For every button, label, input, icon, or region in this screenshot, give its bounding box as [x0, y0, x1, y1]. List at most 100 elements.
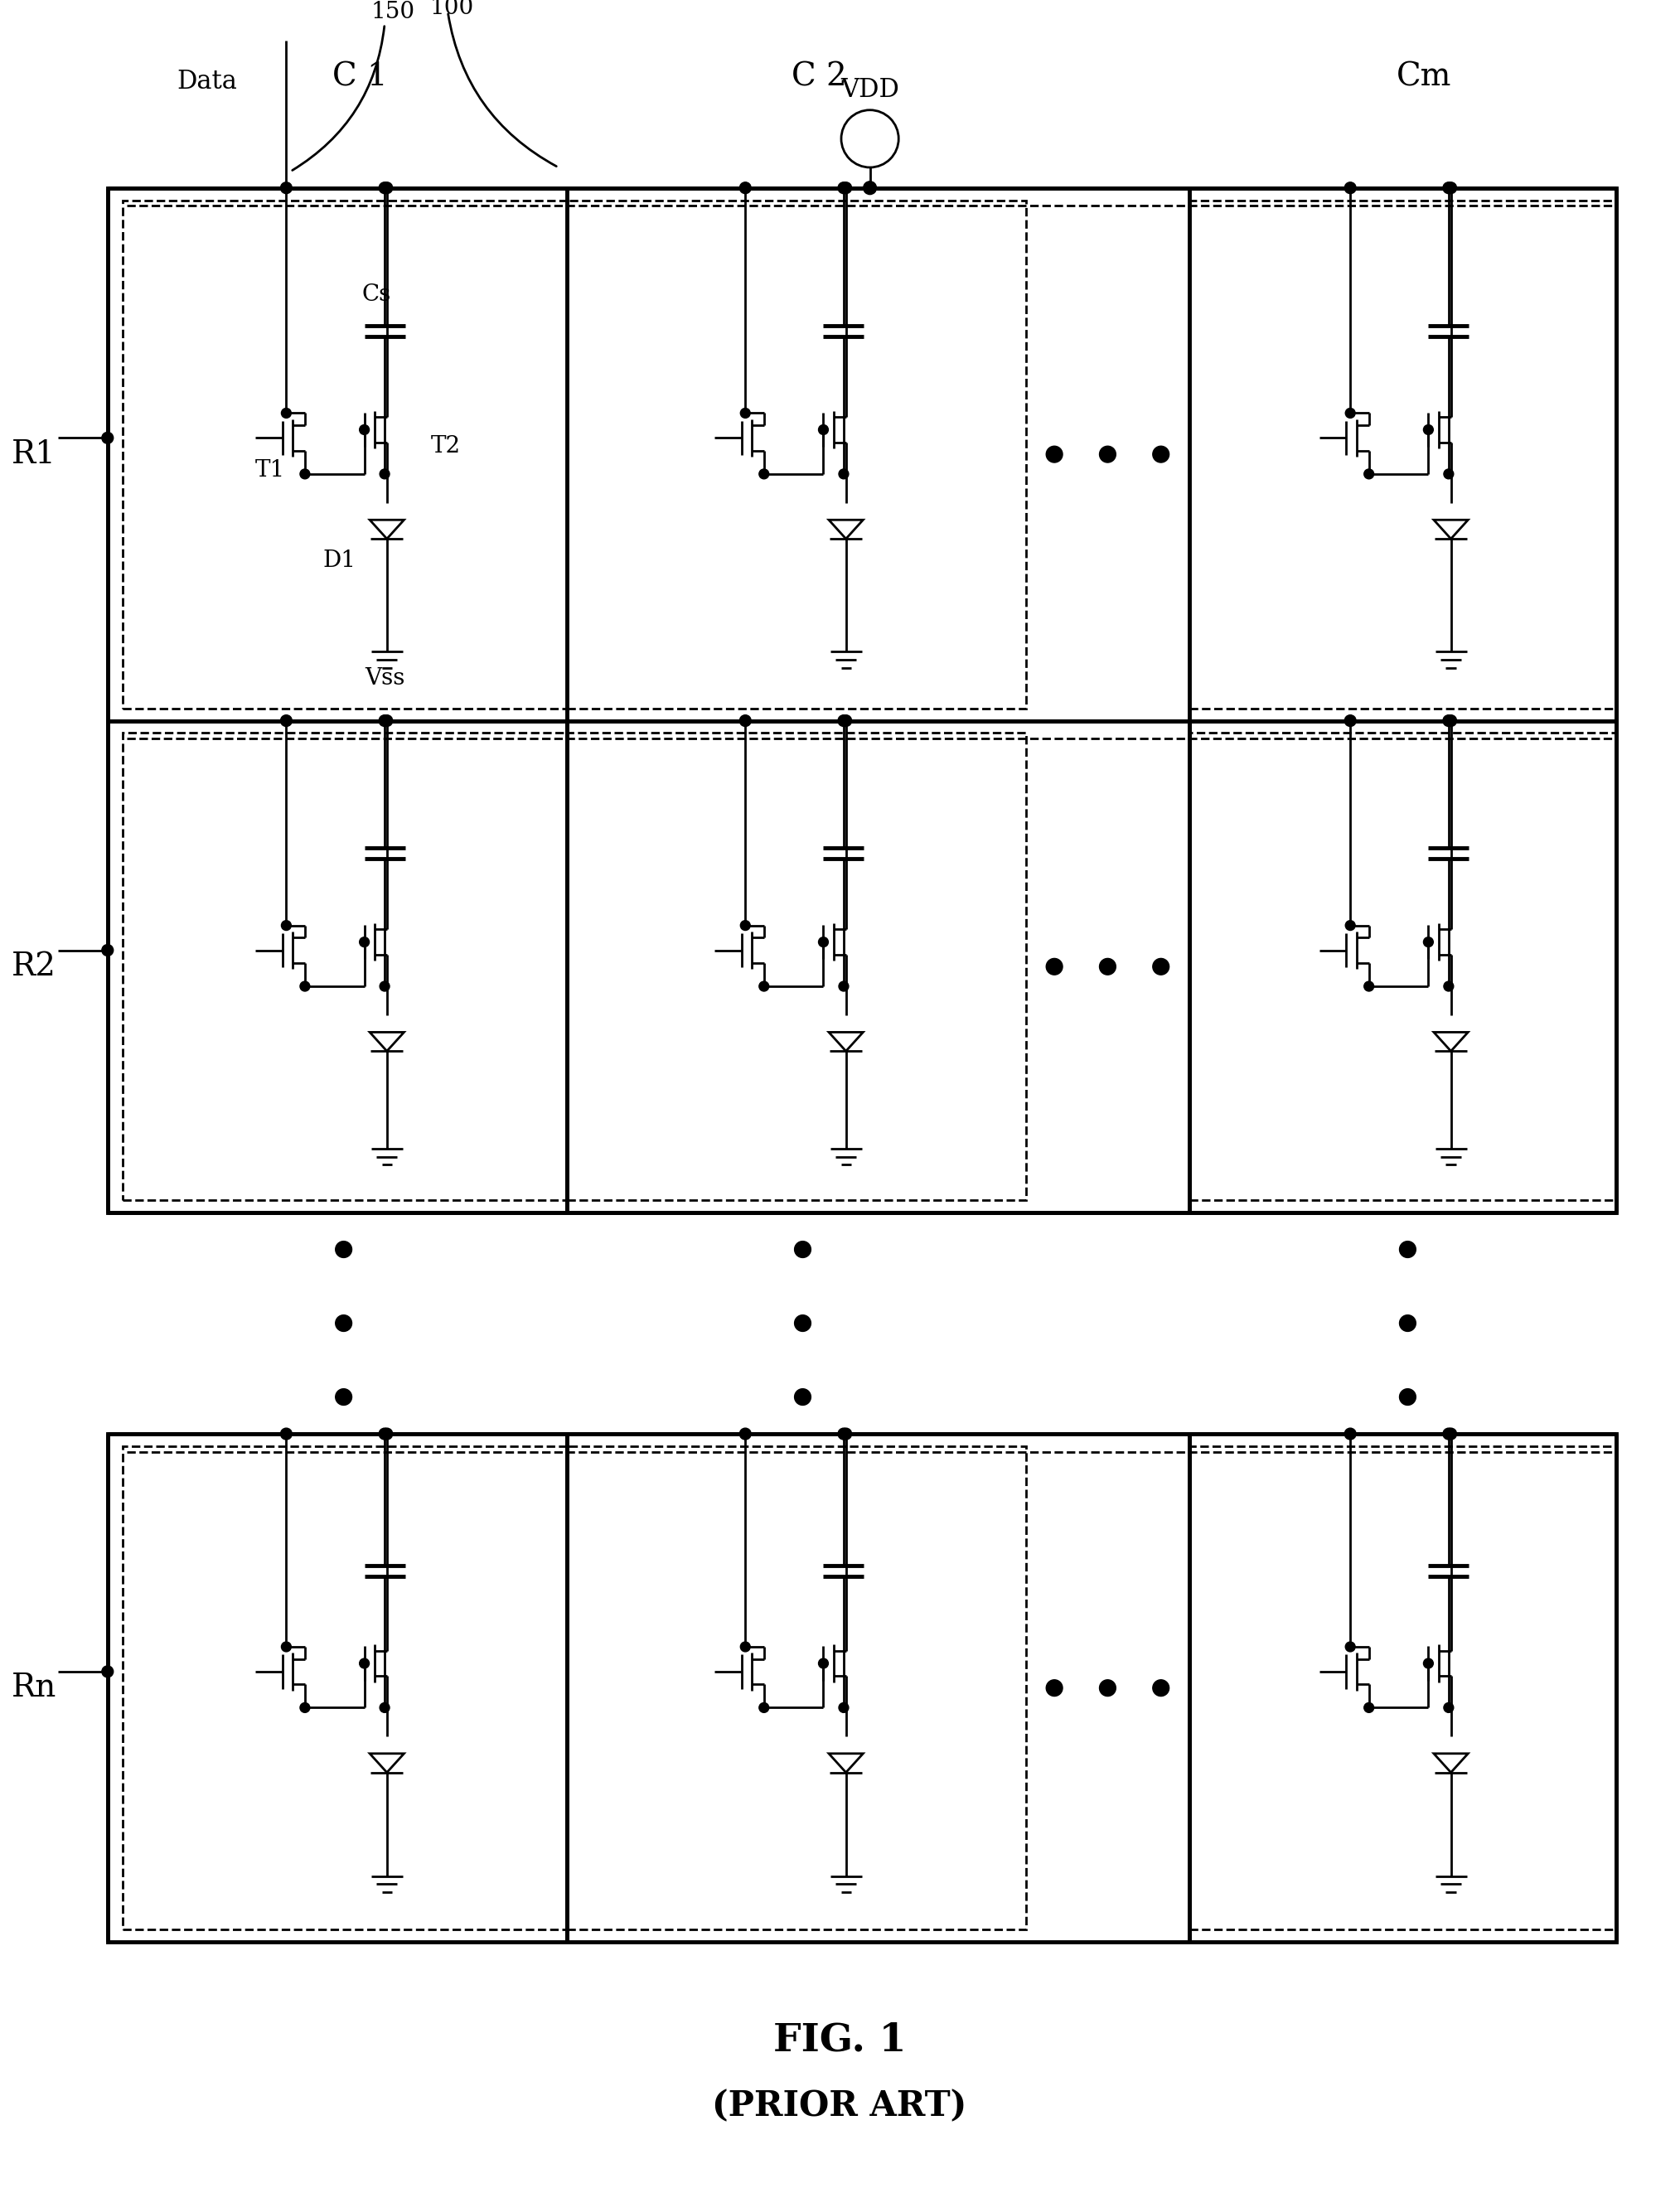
Circle shape	[1445, 182, 1457, 193]
Circle shape	[1399, 1389, 1416, 1405]
Circle shape	[381, 1429, 393, 1440]
Circle shape	[818, 936, 828, 947]
Bar	[566, 199, 1026, 709]
Text: R1: R1	[12, 440, 55, 470]
Bar	[566, 1446, 1026, 1930]
Circle shape	[838, 715, 850, 726]
Circle shape	[1443, 182, 1455, 193]
Circle shape	[102, 1665, 113, 1678]
Circle shape	[795, 1389, 811, 1405]
Circle shape	[741, 409, 751, 418]
Circle shape	[1443, 1702, 1453, 1713]
Circle shape	[360, 424, 370, 435]
Circle shape	[1346, 921, 1356, 930]
Circle shape	[1443, 1429, 1455, 1440]
Circle shape	[380, 182, 390, 193]
Circle shape	[360, 1659, 370, 1667]
Circle shape	[380, 715, 390, 726]
Circle shape	[1445, 1429, 1457, 1440]
Bar	[108, 188, 1616, 720]
Circle shape	[1423, 424, 1433, 435]
Circle shape	[838, 982, 848, 991]
Circle shape	[1152, 446, 1169, 462]
Circle shape	[380, 1702, 390, 1713]
Circle shape	[1099, 1680, 1116, 1696]
Circle shape	[838, 1429, 850, 1440]
Circle shape	[741, 921, 751, 930]
Circle shape	[381, 182, 393, 193]
Circle shape	[301, 1702, 309, 1713]
Circle shape	[741, 1641, 751, 1652]
Bar	[123, 733, 566, 1201]
Circle shape	[818, 424, 828, 435]
Circle shape	[840, 1429, 852, 1440]
Circle shape	[1399, 1241, 1416, 1258]
Text: Vss: Vss	[365, 667, 405, 689]
Bar	[123, 199, 566, 709]
Circle shape	[1344, 1429, 1356, 1440]
Circle shape	[281, 715, 292, 726]
Bar	[123, 1446, 566, 1930]
Circle shape	[838, 182, 850, 193]
Circle shape	[281, 182, 292, 193]
Circle shape	[838, 1702, 848, 1713]
Text: R2: R2	[12, 952, 55, 982]
Circle shape	[1047, 446, 1062, 462]
Circle shape	[1344, 715, 1356, 726]
Text: T2: T2	[432, 435, 460, 457]
Circle shape	[840, 182, 852, 193]
Circle shape	[1344, 182, 1356, 193]
Circle shape	[380, 1429, 390, 1440]
Circle shape	[759, 1702, 769, 1713]
Circle shape	[818, 1659, 828, 1667]
Circle shape	[360, 936, 370, 947]
Circle shape	[102, 945, 113, 956]
Circle shape	[1346, 1641, 1356, 1652]
Text: T1: T1	[255, 459, 286, 481]
Bar	[1189, 199, 1616, 709]
Circle shape	[301, 982, 309, 991]
Circle shape	[1423, 1659, 1433, 1667]
Text: Data: Data	[176, 68, 237, 94]
Circle shape	[1423, 936, 1433, 947]
Circle shape	[1399, 1315, 1416, 1330]
Circle shape	[336, 1389, 351, 1405]
Circle shape	[336, 1241, 351, 1258]
Circle shape	[281, 1429, 292, 1440]
Circle shape	[1152, 1680, 1169, 1696]
Text: (PRIOR ART): (PRIOR ART)	[712, 2090, 968, 2122]
Bar	[1189, 733, 1616, 1201]
Circle shape	[759, 468, 769, 479]
Circle shape	[840, 715, 852, 726]
Text: Cs: Cs	[361, 282, 391, 306]
Circle shape	[1443, 715, 1455, 726]
Text: C 1: C 1	[333, 61, 388, 92]
Circle shape	[1364, 982, 1374, 991]
Circle shape	[301, 468, 309, 479]
Circle shape	[739, 1429, 751, 1440]
Bar	[108, 720, 1616, 1212]
Circle shape	[1152, 958, 1169, 976]
Circle shape	[281, 409, 291, 418]
Circle shape	[739, 182, 751, 193]
Text: Rn: Rn	[12, 1672, 57, 1702]
Bar	[1189, 1446, 1616, 1930]
Circle shape	[795, 1315, 811, 1330]
Circle shape	[1099, 958, 1116, 976]
Circle shape	[1047, 958, 1062, 976]
Circle shape	[864, 182, 877, 195]
Text: FIG. 1: FIG. 1	[773, 2022, 906, 2059]
Circle shape	[336, 1315, 351, 1330]
Circle shape	[1047, 1680, 1062, 1696]
Circle shape	[381, 715, 393, 726]
Text: VDD: VDD	[840, 77, 899, 103]
Circle shape	[380, 468, 390, 479]
Circle shape	[281, 921, 291, 930]
Text: 150: 150	[371, 0, 415, 22]
Circle shape	[102, 433, 113, 444]
Circle shape	[759, 982, 769, 991]
Bar	[108, 1433, 1616, 1943]
Circle shape	[1443, 468, 1453, 479]
Circle shape	[1346, 409, 1356, 418]
Circle shape	[1099, 446, 1116, 462]
